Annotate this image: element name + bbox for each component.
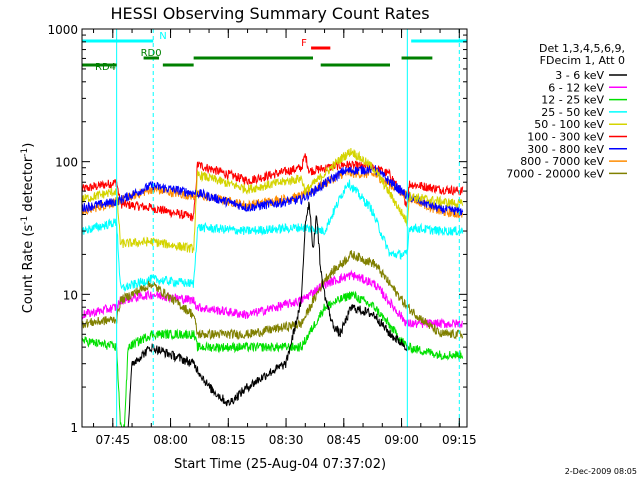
series-line-7 [81, 250, 464, 341]
y-axis-label-sup2: -1 [20, 148, 30, 157]
x-tick-label-2: 08:00 [153, 433, 188, 447]
y-tick-label-1: 1 [70, 421, 78, 435]
footer-date: 2-Dec-2009 08:05 [565, 467, 637, 476]
flag-label-rd4: RD4 [95, 62, 116, 73]
x-tick-label-1: 07:45 [96, 433, 131, 447]
y-axis-label-part2: detector [21, 156, 36, 216]
legend-label-8: 800 - 7000 keV [520, 155, 604, 168]
x-axis: 07:45 08:00 08:15 08:30 08:45 09:00 09:15 [93, 29, 477, 447]
legend-label-9: 7000 - 20000 keV [506, 167, 604, 180]
legend-label-4: 25 - 50 keV [541, 106, 604, 119]
series-line-1 [81, 153, 464, 222]
flag-layer: N F RD0 RD4 [82, 31, 467, 73]
series-line-3 [81, 164, 464, 217]
flag-label-rd0: RD0 [141, 48, 162, 59]
flag-label-f: F [301, 38, 307, 49]
legend-label-7: 300 - 800 keV [527, 143, 604, 156]
legend-header-line-2: FDecim 1, Att 0 [540, 54, 625, 67]
x-tick-label-3: 08:15 [211, 433, 246, 447]
y-axis-label-sup1: -1 [20, 216, 30, 225]
y-axis-label-part3: ) [21, 143, 36, 148]
series-line-5 [81, 179, 464, 292]
x-tick-label-7: 09:15 [442, 433, 477, 447]
boundary-layer [116, 29, 460, 427]
series-line-4 [81, 147, 464, 254]
x-axis-label: Start Time (25-Aug-04 07:37:02) [174, 457, 386, 472]
legend-label-2: 6 - 12 keV [548, 81, 604, 94]
legend-label-3: 12 - 25 keV [541, 94, 604, 107]
legend-header-line-1: Det 1,3,4,5,6,9, [539, 42, 625, 55]
series-layer [81, 147, 464, 428]
x-tick-label-4: 08:30 [269, 433, 304, 447]
x-tick-label-6: 09:00 [384, 433, 419, 447]
legend: Det 1,3,4,5,6,9, FDecim 1, Att 0 3 - 6 k… [506, 42, 627, 180]
y-tick-label-2: 10 [63, 288, 78, 302]
legend-label-1: 3 - 6 keV [555, 69, 604, 82]
y-tick-label-4: 1000 [47, 23, 78, 37]
flag-label-n: N [159, 31, 166, 42]
x-tick-label-5: 08:45 [327, 433, 362, 447]
legend-label-6: 100 - 300 keV [527, 131, 604, 144]
chart-title: HESSI Observing Summary Count Rates [110, 4, 429, 23]
y-axis-label-part1: Count Rate (s [21, 225, 36, 314]
plot-frame [81, 28, 468, 428]
series-line-6 [81, 269, 464, 330]
series-line-9 [127, 201, 408, 428]
y-axis-label: Count Rate (s-1 detector-1) [20, 143, 36, 314]
y-tick-label-3: 100 [55, 156, 78, 170]
legend-label-5: 50 - 100 keV [534, 118, 604, 131]
y-axis: 1 10 100 1000 [47, 23, 467, 435]
